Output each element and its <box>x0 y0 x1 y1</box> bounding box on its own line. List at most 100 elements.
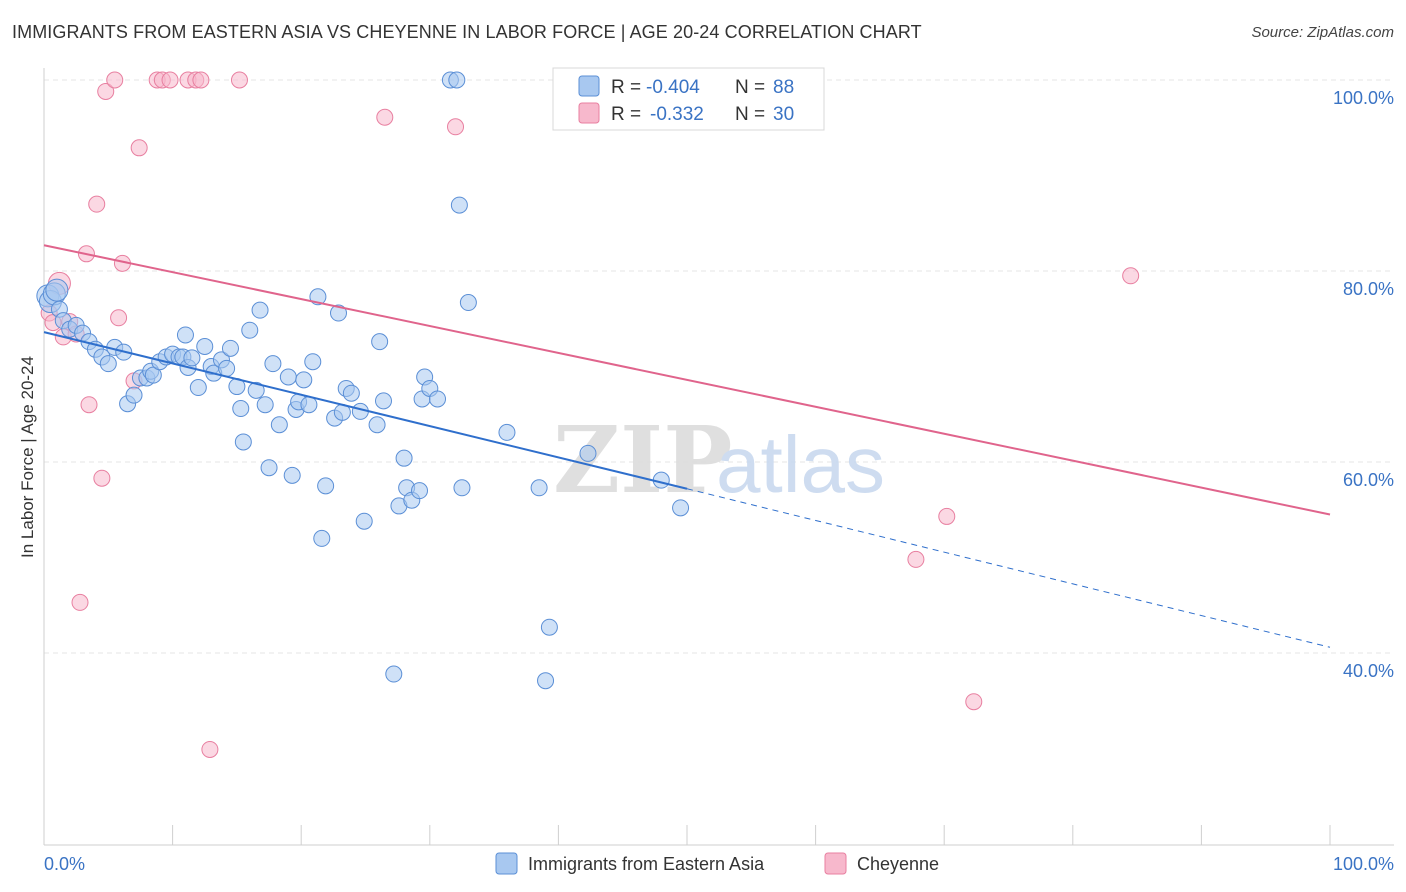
eastern-asia-point-25 <box>176 326 194 344</box>
eastern-asia-point-40 <box>251 301 269 319</box>
y-axis-tick-labels: 40.0% 60.0% 80.0% 100.0% <box>1333 88 1394 681</box>
eastern-asia-point-59 <box>342 384 360 402</box>
cheyenne-point-18 <box>161 71 179 89</box>
eastern-asia-point-84 <box>579 444 597 462</box>
stats-legend: R = -0.404 N = 88 R = -0.332 N = 30 <box>552 67 825 131</box>
eastern-asia-point-83 <box>540 618 558 636</box>
legend-r-label-pink: R = <box>611 104 641 125</box>
eastern-asia-point-45 <box>279 368 297 386</box>
eastern-asia-point-50 <box>300 396 318 414</box>
cheyenne-trend-line <box>43 244 1331 516</box>
y-axis-label: In Labor Force | Age 20-24 <box>18 356 37 558</box>
eastern-asia-point-51 <box>304 353 322 371</box>
series-legend-label-blue: Immigrants from Eastern Asia <box>528 854 765 874</box>
series-legend-swatch-pink <box>824 852 847 875</box>
eastern-asia-point-43 <box>264 355 282 373</box>
watermark: ZIP atlas <box>553 406 885 514</box>
series-legend: Immigrants from Eastern Asia Cheyenne <box>495 852 939 875</box>
eastern-asia-point-42 <box>260 459 278 477</box>
cheyenne-point-7 <box>80 396 98 414</box>
cheyenne-point-29 <box>965 693 983 711</box>
eastern-asia-point-34 <box>221 339 239 357</box>
series-legend-swatch-blue <box>495 852 518 875</box>
eastern-asia-point-62 <box>368 416 386 434</box>
eastern-asia-point-82 <box>537 672 555 690</box>
x-tick-label-start: 0.0% <box>44 854 85 874</box>
eastern-asia-point-64 <box>375 392 393 410</box>
cheyenne-point-25 <box>447 118 465 136</box>
eastern-asia-point-49 <box>295 371 313 389</box>
eastern-asia-point-28 <box>189 379 207 397</box>
legend-r-value-pink: -0.332 <box>650 104 704 125</box>
legend-n-label-pink: N = <box>735 104 765 125</box>
eastern-asia-point-15 <box>125 386 143 404</box>
legend-n-value-blue: 88 <box>773 77 794 98</box>
grid-lines <box>44 79 1394 654</box>
cheyenne-point-26 <box>71 593 89 611</box>
eastern-asia-point-61 <box>355 512 373 530</box>
eastern-asia-trend-line <box>43 331 688 490</box>
eastern-asia-point-39 <box>247 381 265 399</box>
eastern-asia-point-56 <box>329 304 347 322</box>
x-axis-ticks <box>43 825 1331 845</box>
eastern-asia-points <box>36 71 690 690</box>
eastern-asia-point-81 <box>530 479 548 497</box>
cheyenne-point-23 <box>230 71 248 89</box>
eastern-asia-point-79 <box>459 294 477 312</box>
cheyenne-point-15 <box>130 139 148 157</box>
eastern-asia-point-76 <box>448 71 466 89</box>
legend-r-value-blue: -0.404 <box>646 77 700 98</box>
series-legend-label-pink: Cheyenne <box>857 854 939 874</box>
cheyenne-point-30 <box>1122 267 1140 285</box>
eastern-asia-point-54 <box>313 529 331 547</box>
eastern-asia-point-78 <box>453 479 471 497</box>
legend-n-value-pink: 30 <box>773 104 794 125</box>
cheyenne-point-11 <box>106 71 124 89</box>
cheyenne-point-22 <box>201 740 219 758</box>
legend-r-label-blue: R = <box>611 77 641 98</box>
eastern-asia-point-70 <box>411 482 429 500</box>
eastern-asia-trend-extension <box>686 488 1331 648</box>
eastern-asia-point-87 <box>45 278 69 302</box>
eastern-asia-point-37 <box>234 433 252 451</box>
chart-title: IMMIGRANTS FROM EASTERN ASIA VS CHEYENNE… <box>12 22 922 42</box>
eastern-asia-point-63 <box>371 333 389 351</box>
watermark-zip: ZIP <box>553 406 732 514</box>
cheyenne-point-24 <box>376 108 394 126</box>
legend-n-label-blue: N = <box>735 77 765 98</box>
eastern-asia-point-44 <box>270 416 288 434</box>
eastern-asia-point-67 <box>395 449 413 467</box>
y-tick-label-60: 60.0% <box>1343 470 1394 490</box>
eastern-asia-point-36 <box>232 400 250 418</box>
y-tick-label-40: 40.0% <box>1343 661 1394 681</box>
y-tick-label-80: 80.0% <box>1343 279 1394 299</box>
eastern-asia-point-38 <box>241 321 259 339</box>
eastern-asia-point-29 <box>196 337 214 355</box>
eastern-asia-point-74 <box>429 390 447 408</box>
legend-swatch-blue <box>578 75 600 97</box>
legend-swatch-pink <box>578 102 600 124</box>
cheyenne-point-12 <box>110 309 128 327</box>
watermark-atlas: atlas <box>716 420 885 509</box>
eastern-asia-point-33 <box>218 359 236 377</box>
cheyenne-point-27 <box>907 550 925 568</box>
x-tick-label-end: 100.0% <box>1333 854 1394 874</box>
eastern-asia-point-41 <box>256 396 274 414</box>
cheyenne-point-10 <box>97 82 115 100</box>
cheyenne-point-9 <box>93 469 111 487</box>
eastern-asia-point-27 <box>183 349 201 367</box>
y-tick-label-100: 100.0% <box>1333 88 1394 108</box>
cheyenne-point-21 <box>192 71 210 89</box>
eastern-asia-point-46 <box>283 466 301 484</box>
eastern-asia-point-53 <box>317 477 335 495</box>
eastern-asia-point-11 <box>99 355 117 373</box>
trend-lines <box>43 244 1331 648</box>
eastern-asia-point-65 <box>385 665 403 683</box>
eastern-asia-point-80 <box>498 423 516 441</box>
eastern-asia-point-86 <box>672 499 690 517</box>
eastern-asia-point-77 <box>450 196 468 214</box>
cheyenne-point-8 <box>88 195 106 213</box>
source-credit: Source: ZipAtlas.com <box>1251 24 1394 41</box>
cheyenne-point-28 <box>938 507 956 525</box>
